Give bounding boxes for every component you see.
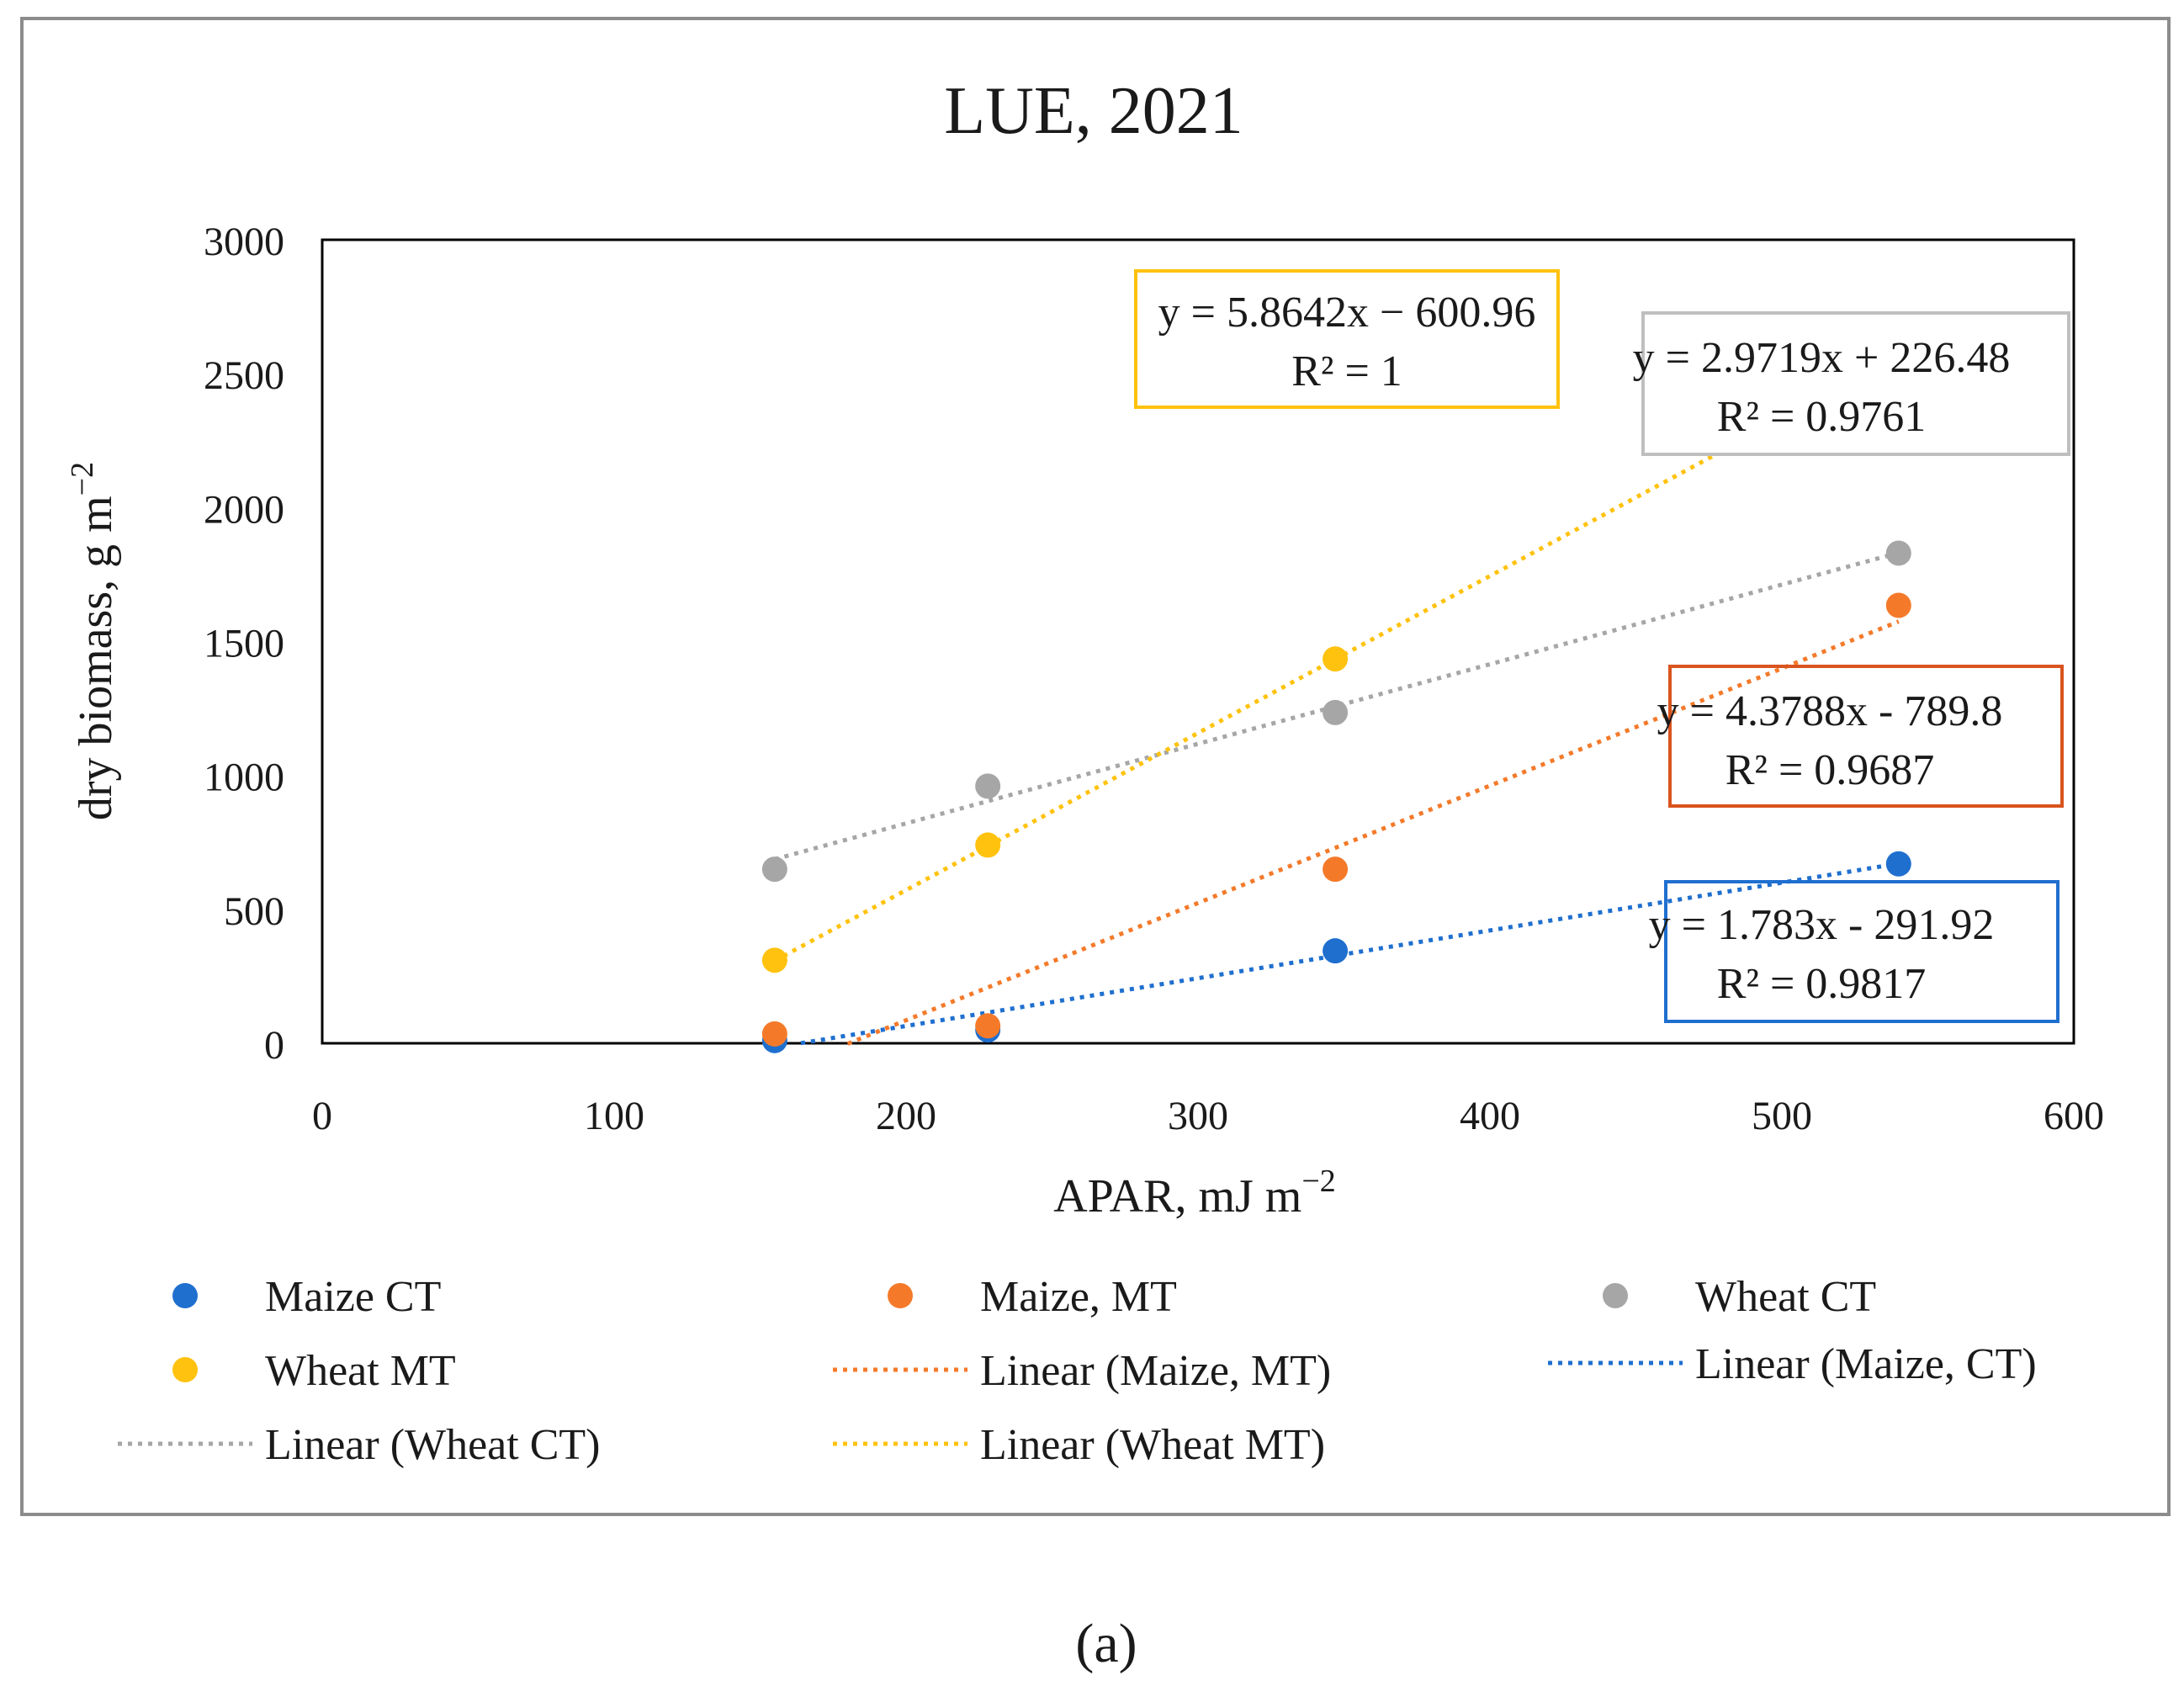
y-axis-label-superscript: −2 xyxy=(65,462,100,496)
x-axis-label: APAR, mJ m−2 xyxy=(1053,1164,1336,1222)
point-wheat-ct-1 xyxy=(975,773,1001,799)
legend-item-linear-wheat-mt: Linear (Wheat MT) xyxy=(833,1421,1325,1469)
y-tick-label-0: 0 xyxy=(264,1023,284,1068)
legend-item-wheat-ct: Wheat CT xyxy=(1603,1273,1876,1321)
point-wheat-ct-0 xyxy=(761,856,787,883)
y-tick-label-3: 1500 xyxy=(204,622,284,666)
data-points xyxy=(761,540,1911,1053)
y-axis-ticks: 0 500 1000 1500 2000 2500 3000 xyxy=(204,220,284,1068)
y-axis-label: dry biomass, g m−2 xyxy=(65,462,122,820)
y-tick-label-2: 1000 xyxy=(204,756,284,800)
point-wheat-ct-3 xyxy=(1885,540,1911,566)
point-maize-ct-2 xyxy=(1323,938,1349,964)
r-squared-maize-ct: R² = 0.9817 xyxy=(1717,960,1927,1008)
trendline-linear-maize-ct xyxy=(800,861,1900,1046)
plot-area xyxy=(321,238,2075,1045)
equation-box-wheat-ct: y = 2.9719x + 226.48 R² = 0.9761 xyxy=(1633,311,2070,456)
legend-item-maize-ct: Maize CT xyxy=(172,1273,441,1321)
y-axis-label-text: dry biomass, g m xyxy=(70,496,122,820)
y-tick-label-1: 500 xyxy=(224,889,284,934)
point-maize-ct-3 xyxy=(1885,851,1911,877)
point-maize-mt-3 xyxy=(1885,592,1911,618)
point-wheat-mt-2 xyxy=(1323,646,1349,672)
x-tick-label-1: 100 xyxy=(584,1094,644,1138)
y-tick-label-6: 3000 xyxy=(204,220,284,264)
equation-box-maize-ct-border xyxy=(1664,880,2059,1023)
r-squared-maize-mt: R² = 0.9687 xyxy=(1725,746,1935,794)
legend-label-wheat-mt: Wheat MT xyxy=(265,1347,456,1395)
equation-maize-mt: y = 4.3788x - 789.8 xyxy=(1657,687,2003,735)
x-tick-label-4: 400 xyxy=(1460,1094,1520,1138)
x-axis-ticks: 0 100 200 300 400 500 600 xyxy=(312,1094,2104,1138)
x-tick-label-2: 200 xyxy=(876,1094,936,1138)
chart-frame xyxy=(20,17,2171,1516)
equation-box-wheat-mt-border xyxy=(1134,269,1560,409)
x-tick-label-6: 600 xyxy=(2044,1094,2104,1138)
legend-label-linear-wheat-ct: Linear (Wheat CT) xyxy=(265,1421,600,1469)
legend-label-maize-ct: Maize CT xyxy=(265,1273,441,1321)
equation-wheat-mt: y = 5.8642x − 600.96 xyxy=(1158,289,1536,337)
r-squared-wheat-mt: R² = 1 xyxy=(1291,347,1402,395)
legend-label-linear-maize-mt: Linear (Maize, MT) xyxy=(980,1347,1331,1395)
legend-marker-maize-mt xyxy=(888,1283,913,1308)
equation-box-maize-mt: y = 4.3788x - 789.8 R² = 0.9687 xyxy=(1657,665,2064,808)
x-tick-label-5: 500 xyxy=(1752,1094,1812,1138)
x-axis-label-text: APAR, mJ m xyxy=(1053,1170,1301,1222)
point-wheat-mt-0 xyxy=(761,947,787,973)
legend-marker-maize-ct xyxy=(172,1283,198,1308)
y-tick-label-5: 2500 xyxy=(204,353,284,398)
legend-item-wheat-mt: Wheat MT xyxy=(172,1347,456,1395)
trendline-linear-wheat-ct xyxy=(774,550,1900,862)
legend-item-maize-mt: Maize, MT xyxy=(888,1273,1177,1321)
equation-box-wheat-ct-border xyxy=(1641,311,2070,456)
equation-box-wheat-mt: y = 5.8642x − 600.96 R² = 1 xyxy=(1134,269,1560,409)
x-axis-label-superscript: −2 xyxy=(1301,1164,1335,1199)
legend-label-wheat-ct: Wheat CT xyxy=(1695,1273,1876,1321)
point-maize-mt-1 xyxy=(975,1013,1001,1039)
equation-maize-ct: y = 1.783x - 291.92 xyxy=(1649,901,1995,949)
equation-wheat-ct: y = 2.9719x + 226.48 xyxy=(1633,334,2011,382)
trendline-linear-maize-mt xyxy=(846,619,1900,1046)
r-squared-wheat-ct: R² = 0.9761 xyxy=(1717,393,1927,441)
equation-box-maize-ct: y = 1.783x - 291.92 R² = 0.9817 xyxy=(1649,880,2059,1023)
figure-caption: (a) xyxy=(1075,1613,1137,1674)
legend-label-maize-mt: Maize, MT xyxy=(980,1273,1177,1321)
y-tick-label-4: 2000 xyxy=(204,487,284,532)
legend-label-linear-wheat-mt: Linear (Wheat MT) xyxy=(980,1421,1325,1469)
legend-marker-wheat-mt xyxy=(172,1357,198,1382)
chart-title: LUE, 2021 xyxy=(944,74,1243,148)
legend-marker-wheat-ct xyxy=(1603,1283,1628,1308)
legend-item-linear-maize-mt: Linear (Maize, MT) xyxy=(833,1347,1331,1395)
x-tick-label-3: 300 xyxy=(1168,1094,1228,1138)
equation-box-maize-mt-border xyxy=(1668,665,2064,808)
legend-label-linear-maize-ct: Linear (Maize, CT) xyxy=(1695,1340,2037,1388)
legend-item-linear-maize-ct: Linear (Maize, CT) xyxy=(1548,1340,2037,1388)
x-tick-label-0: 0 xyxy=(312,1094,332,1138)
legend-item-linear-wheat-ct: Linear (Wheat CT) xyxy=(118,1421,600,1469)
point-maize-mt-2 xyxy=(1323,856,1349,883)
point-maize-mt-0 xyxy=(761,1021,787,1047)
point-wheat-mt-1 xyxy=(975,832,1001,858)
point-wheat-ct-2 xyxy=(1323,699,1349,725)
legend: Maize CT Maize, MT Wheat CT Wheat MT Linear … xyxy=(118,1273,2037,1469)
